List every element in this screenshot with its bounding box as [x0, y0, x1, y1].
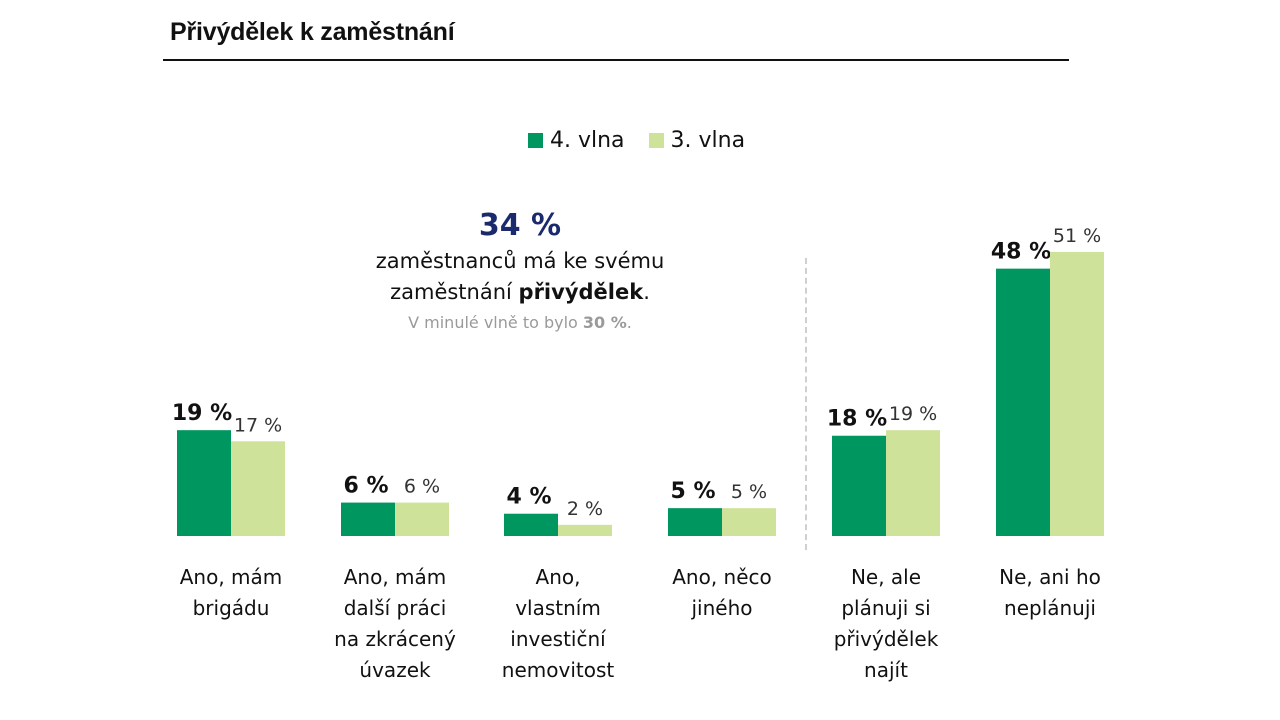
- bar-group: 6 % 6 %: [341, 474, 449, 536]
- callout-previous-wave: V minulé vlně to bylo 30 %.: [310, 308, 730, 338]
- category-label-line: plánuji si: [841, 596, 931, 620]
- bar-wave3: [886, 430, 940, 536]
- category-label-line: investiční: [510, 627, 606, 651]
- callout-sub-bold: 30 %: [582, 313, 627, 332]
- category-label: Ne, ale plánuji si přivýdělek najít: [804, 562, 968, 686]
- category-label-line: neplánuji: [1004, 596, 1096, 620]
- bar-wave4: [504, 513, 558, 536]
- title-divider: [163, 59, 1069, 61]
- legend-label-wave4: 4. vlna: [550, 127, 625, 153]
- category-label: Ano, vlastním investiční nemovitost: [476, 562, 640, 686]
- bar-wave4: [832, 435, 886, 536]
- category-label-line: vlastním: [515, 596, 601, 620]
- bar-wave4: [177, 430, 231, 536]
- category-label-line: Ne, ani ho: [999, 565, 1101, 589]
- value-label-wave3: 6 %: [404, 476, 440, 498]
- callout-value: 34 %: [478, 208, 562, 243]
- bar-group: 19 % 17 %: [172, 401, 285, 536]
- callout-sub-prefix: V minulé vlně to bylo: [408, 313, 583, 332]
- value-label-wave4: 19 %: [172, 401, 232, 426]
- bar-wave3: [231, 441, 285, 536]
- category-label-line: Ano, mám: [179, 565, 283, 589]
- bar-wave4: [996, 268, 1050, 536]
- bar-group: 18 % 19 %: [827, 403, 940, 536]
- category-label-line: jiného: [691, 596, 753, 620]
- bar-wave4: [668, 508, 722, 536]
- callout-line-2: zaměstnání přivýdělek.: [310, 277, 730, 308]
- category-label-line: na zkrácený: [334, 627, 456, 651]
- category-label-line: brigádu: [192, 596, 270, 620]
- bar-wave3: [558, 524, 612, 536]
- legend-swatch-wave4: [528, 132, 543, 148]
- chart-title: Přivýdělek k zaměstnání: [170, 18, 455, 46]
- category-label-line: Ano, mám: [343, 565, 447, 589]
- category-label: Ano, mám další práci na zkrácený úvazek: [313, 562, 477, 686]
- value-label-wave3: 51 %: [1053, 225, 1101, 247]
- category-label-line: Ne, ale: [850, 565, 922, 589]
- bar-wave4: [341, 502, 395, 536]
- value-label-wave4: 4 %: [506, 485, 551, 510]
- legend-item-wave3: 3. vlna: [648, 127, 746, 153]
- category-label-line: najít: [864, 658, 908, 682]
- bar-wave3: [1050, 251, 1104, 536]
- category-label-line: Ano,: [535, 565, 581, 589]
- bar-group: 5 % 5 %: [668, 479, 776, 536]
- callout-line-2-bold: přivýdělek: [518, 280, 644, 304]
- category-label-line: Ano, něco: [672, 565, 772, 589]
- legend-swatch-wave3: [648, 132, 664, 148]
- value-label-wave3: 5 %: [731, 481, 767, 503]
- category-label-line: úvazek: [359, 658, 431, 682]
- bar-group: 48 %51 %: [991, 225, 1104, 536]
- callout-line-1: zaměstnanců má ke svému: [375, 249, 665, 273]
- value-label-wave4: 6 %: [343, 474, 388, 499]
- value-label-wave3: 17 %: [234, 414, 282, 436]
- category-label-line: nemovitost: [501, 658, 615, 682]
- callout-line-2-prefix: zaměstnání: [390, 280, 519, 304]
- category-label: Ne, ani ho neplánuji: [968, 562, 1132, 624]
- legend: 4. vlna 3. vlna: [528, 125, 761, 155]
- bar-group: 4 % 2 %: [504, 485, 612, 536]
- category-label-line: přivýdělek: [833, 627, 939, 651]
- callout-line-2-suffix: .: [643, 280, 650, 304]
- bar-wave3: [395, 502, 449, 536]
- bar-wave3: [722, 508, 776, 536]
- value-label-wave3: 2 %: [567, 498, 603, 520]
- legend-label-wave3: 3. vlna: [670, 127, 746, 153]
- callout-sub-suffix: .: [626, 313, 632, 332]
- summary-callout: 34 % zaměstnanců má ke svému zaměstnání …: [310, 206, 730, 338]
- category-label: Ano, mám brigádu: [149, 562, 313, 624]
- group-divider: [805, 258, 807, 550]
- value-label-wave4: 18 %: [827, 407, 887, 432]
- category-label-line: další práci: [343, 596, 447, 620]
- legend-item-wave4: 4. vlna: [528, 128, 625, 153]
- category-label: Ano, něco jiného: [640, 562, 804, 624]
- value-label-wave4: 48 %: [991, 240, 1051, 265]
- value-label-wave3: 19 %: [889, 403, 937, 425]
- value-label-wave4: 5 %: [670, 479, 715, 504]
